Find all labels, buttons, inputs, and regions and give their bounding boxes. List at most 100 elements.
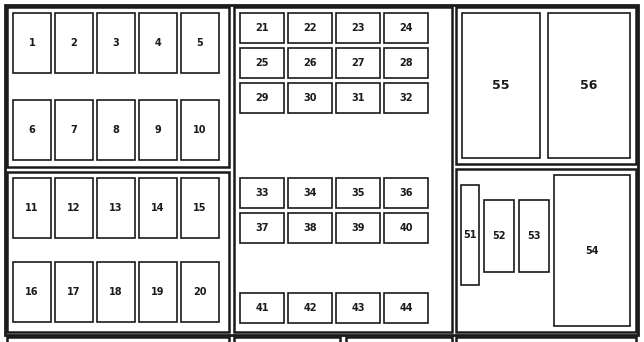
Bar xyxy=(181,262,219,322)
Bar xyxy=(234,7,452,332)
Text: 55: 55 xyxy=(492,79,510,92)
Bar xyxy=(139,178,177,238)
Text: 33: 33 xyxy=(255,188,269,198)
Text: 26: 26 xyxy=(303,58,317,68)
Text: 12: 12 xyxy=(67,203,80,213)
Bar xyxy=(240,48,284,78)
Bar xyxy=(7,7,229,167)
Text: 23: 23 xyxy=(351,23,365,33)
Bar xyxy=(240,293,284,323)
Text: 11: 11 xyxy=(25,203,39,213)
Bar xyxy=(240,83,284,113)
Text: 40: 40 xyxy=(399,223,413,233)
Bar xyxy=(288,178,332,208)
Bar xyxy=(139,100,177,160)
Text: 2: 2 xyxy=(71,38,77,48)
Text: 14: 14 xyxy=(151,203,165,213)
Bar xyxy=(13,178,51,238)
Text: 31: 31 xyxy=(351,93,365,103)
Bar xyxy=(181,178,219,238)
Text: 21: 21 xyxy=(255,23,269,33)
Text: 35: 35 xyxy=(351,188,365,198)
Text: 28: 28 xyxy=(399,58,413,68)
Text: 42: 42 xyxy=(303,303,317,313)
Text: 54: 54 xyxy=(585,246,599,255)
Bar xyxy=(336,13,380,43)
Bar xyxy=(384,178,428,208)
Text: 4: 4 xyxy=(155,38,162,48)
Bar xyxy=(554,175,630,326)
Bar xyxy=(55,262,93,322)
Bar xyxy=(97,13,135,73)
Bar xyxy=(462,13,540,158)
Bar xyxy=(384,293,428,323)
Text: 34: 34 xyxy=(303,188,317,198)
Text: 27: 27 xyxy=(351,58,365,68)
Bar xyxy=(97,178,135,238)
Text: 7: 7 xyxy=(71,125,77,135)
Bar xyxy=(384,83,428,113)
Bar xyxy=(288,213,332,243)
Bar xyxy=(484,200,514,272)
Text: 17: 17 xyxy=(67,287,80,297)
Text: 36: 36 xyxy=(399,188,413,198)
Bar xyxy=(55,178,93,238)
Bar xyxy=(288,83,332,113)
Bar xyxy=(13,13,51,73)
Text: 56: 56 xyxy=(580,79,598,92)
Bar xyxy=(97,262,135,322)
Bar xyxy=(97,100,135,160)
Text: 9: 9 xyxy=(155,125,162,135)
Bar xyxy=(456,169,636,332)
Bar xyxy=(336,178,380,208)
Text: 3: 3 xyxy=(113,38,119,48)
Bar xyxy=(55,13,93,73)
Text: 51: 51 xyxy=(463,230,477,240)
Bar xyxy=(13,100,51,160)
Bar xyxy=(384,48,428,78)
Bar xyxy=(384,213,428,243)
Text: 18: 18 xyxy=(109,287,123,297)
Text: 41: 41 xyxy=(255,303,269,313)
Text: 43: 43 xyxy=(351,303,365,313)
Bar xyxy=(336,83,380,113)
Bar xyxy=(461,185,479,285)
Text: 22: 22 xyxy=(303,23,317,33)
Bar xyxy=(288,293,332,323)
Bar xyxy=(55,100,93,160)
Bar xyxy=(181,100,219,160)
Text: 1: 1 xyxy=(28,38,35,48)
Bar xyxy=(240,213,284,243)
Bar xyxy=(548,13,630,158)
Bar xyxy=(234,337,340,342)
Text: 6: 6 xyxy=(28,125,35,135)
Text: 25: 25 xyxy=(255,58,269,68)
Bar xyxy=(139,262,177,322)
Text: 52: 52 xyxy=(492,231,506,241)
Bar xyxy=(139,13,177,73)
Text: 39: 39 xyxy=(351,223,365,233)
Bar xyxy=(7,172,229,332)
Text: 32: 32 xyxy=(399,93,413,103)
Text: 19: 19 xyxy=(151,287,165,297)
Text: 15: 15 xyxy=(193,203,207,213)
Bar xyxy=(456,7,636,164)
Text: 30: 30 xyxy=(303,93,317,103)
Bar xyxy=(384,13,428,43)
Text: 24: 24 xyxy=(399,23,413,33)
Text: 5: 5 xyxy=(196,38,204,48)
Bar xyxy=(7,337,229,342)
Text: 8: 8 xyxy=(113,125,119,135)
Bar xyxy=(240,178,284,208)
Bar xyxy=(240,13,284,43)
Text: 20: 20 xyxy=(193,287,207,297)
Text: 37: 37 xyxy=(255,223,269,233)
Bar xyxy=(288,13,332,43)
Text: 13: 13 xyxy=(109,203,123,213)
Text: 38: 38 xyxy=(303,223,317,233)
Bar xyxy=(336,48,380,78)
Text: 16: 16 xyxy=(25,287,39,297)
Bar xyxy=(346,337,452,342)
Text: 10: 10 xyxy=(193,125,207,135)
Bar xyxy=(13,262,51,322)
